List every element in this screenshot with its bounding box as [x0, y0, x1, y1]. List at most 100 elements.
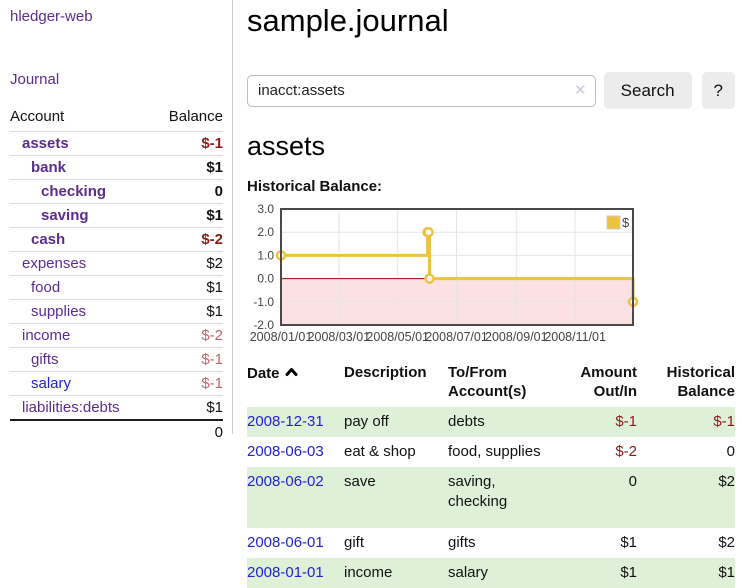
- svg-text:0.0: 0.0: [257, 272, 274, 286]
- register-header-amount: Amount Out/In: [559, 363, 637, 407]
- account-heading: assets: [247, 131, 735, 162]
- register-row: 2008-06-01 gift gifts $1 $2: [247, 528, 735, 558]
- transaction-amount: 0: [559, 467, 637, 528]
- historical-balance-chart: 3.02.01.00.0-1.0-2.02008/01/012008/03/01…: [247, 203, 647, 345]
- accounts-header-balance: Balance: [152, 105, 223, 132]
- accounts-total-spacer: [10, 420, 152, 444]
- accounts-header-row: Account Balance: [10, 105, 223, 132]
- account-link-checking[interactable]: checking: [41, 183, 106, 200]
- help-button[interactable]: ?: [702, 72, 735, 109]
- transaction-balance: $1: [637, 558, 735, 588]
- transaction-accounts: food, supplies: [448, 437, 559, 467]
- transaction-amount: $1: [559, 558, 637, 588]
- register-header-description: Description: [344, 363, 448, 407]
- accounts-table: Account Balance assets $-1 bank $1 check…: [10, 105, 223, 444]
- account-balance: $1: [152, 204, 223, 228]
- account-row-bank: bank $1: [10, 156, 223, 180]
- account-link-liabilities-debts[interactable]: liabilities:debts: [22, 399, 120, 416]
- svg-text:$: $: [622, 215, 630, 230]
- account-link-food[interactable]: food: [31, 279, 60, 296]
- account-balance: $1: [152, 156, 223, 180]
- clear-search-icon[interactable]: ✕: [574, 82, 587, 100]
- register-header-date-label: Date: [247, 365, 280, 382]
- accounts-header-account: Account: [10, 105, 152, 132]
- svg-text:3.0: 3.0: [257, 202, 274, 216]
- account-balance: 0: [152, 180, 223, 204]
- svg-text:-1.0: -1.0: [253, 295, 274, 309]
- transaction-date-link[interactable]: 2008-06-02: [247, 473, 324, 490]
- account-balance: $1: [152, 396, 223, 421]
- sidebar: hledger-web Journal Account Balance asse…: [0, 0, 233, 434]
- account-balance: $-1: [152, 372, 223, 396]
- search-bar: ✕ Search ?: [247, 72, 735, 109]
- account-link-supplies[interactable]: supplies: [31, 303, 86, 320]
- hledger-web-app: hledger-web Journal Account Balance asse…: [0, 0, 742, 582]
- register-row: 2008-06-02 save saving, checking 0 $2: [247, 467, 735, 528]
- register-row: 2008-06-03 eat & shop food, supplies $-2…: [247, 437, 735, 467]
- account-balance: $1: [152, 300, 223, 324]
- account-link-salary[interactable]: salary: [31, 375, 71, 392]
- register-table: Date Description To/From Account(s) Amou…: [247, 363, 735, 588]
- transaction-accounts: debts: [448, 407, 559, 437]
- brand-link[interactable]: hledger-web: [10, 8, 93, 25]
- register-row: 2008-01-01 income salary $1 $1: [247, 558, 735, 588]
- svg-text:2008/07/01: 2008/07/01: [425, 330, 488, 344]
- account-row-assets: assets $-1: [10, 132, 223, 156]
- account-link-assets[interactable]: assets: [22, 135, 69, 152]
- transaction-date-link[interactable]: 2008-06-03: [247, 443, 324, 460]
- account-row-expenses: expenses $2: [10, 252, 223, 276]
- search-input[interactable]: [247, 75, 596, 107]
- account-balance: $-1: [152, 132, 223, 156]
- accounts-total-value: 0: [152, 420, 223, 444]
- transaction-balance: 0: [637, 437, 735, 467]
- account-link-saving[interactable]: saving: [41, 207, 89, 224]
- sort-ascending-icon: [285, 363, 298, 382]
- account-link-income[interactable]: income: [22, 327, 70, 344]
- register-header-accounts: To/From Account(s): [448, 363, 559, 407]
- transaction-description: save: [344, 467, 448, 528]
- account-balance: $-2: [152, 228, 223, 252]
- account-link-gifts[interactable]: gifts: [31, 351, 59, 368]
- account-row-saving: saving $1: [10, 204, 223, 228]
- account-row-liabilities-debts: liabilities:debts $1: [10, 396, 223, 421]
- transaction-description: gift: [344, 528, 448, 558]
- register-header-date[interactable]: Date: [247, 363, 344, 407]
- transaction-balance: $2: [637, 467, 735, 528]
- transaction-date-link[interactable]: 2008-01-01: [247, 564, 324, 581]
- svg-text:2008/09/01: 2008/09/01: [485, 330, 548, 344]
- transaction-description: eat & shop: [344, 437, 448, 467]
- sidebar-nav: Journal: [10, 71, 222, 88]
- transaction-accounts: saving, checking: [448, 467, 559, 528]
- transaction-balance: $2: [637, 528, 735, 558]
- account-balance: $-2: [152, 324, 223, 348]
- account-link-bank[interactable]: bank: [31, 159, 66, 176]
- transaction-date-link[interactable]: 2008-12-31: [247, 413, 324, 430]
- transaction-description: pay off: [344, 407, 448, 437]
- search-button[interactable]: Search: [604, 72, 692, 109]
- search-field-wrap: ✕: [247, 75, 596, 107]
- transaction-balance: $-1: [637, 407, 735, 437]
- brand: hledger-web: [10, 8, 222, 25]
- account-row-cash: cash $-2: [10, 228, 223, 252]
- account-balance: $-1: [152, 348, 223, 372]
- account-link-expenses[interactable]: expenses: [22, 255, 86, 272]
- transaction-accounts: gifts: [448, 528, 559, 558]
- svg-text:2008/05/01: 2008/05/01: [366, 330, 429, 344]
- sidebar-item-journal[interactable]: Journal: [10, 71, 59, 88]
- accounts-total-row: 0: [10, 420, 223, 444]
- chart-title: Historical Balance:: [247, 178, 735, 195]
- account-row-income: income $-2: [10, 324, 223, 348]
- main-content: sample.journal ✕ Search ? assets Histori…: [247, 0, 735, 588]
- account-row-supplies: supplies $1: [10, 300, 223, 324]
- transaction-description: income: [344, 558, 448, 588]
- account-balance: $2: [152, 252, 223, 276]
- page-title: sample.journal: [247, 0, 735, 40]
- transaction-amount: $-1: [559, 407, 637, 437]
- svg-text:2008/03/01: 2008/03/01: [308, 330, 371, 344]
- svg-text:1.0: 1.0: [257, 248, 274, 262]
- account-row-checking: checking 0: [10, 180, 223, 204]
- register-row: 2008-12-31 pay off debts $-1 $-1: [247, 407, 735, 437]
- account-link-cash[interactable]: cash: [31, 231, 65, 248]
- transaction-date-link[interactable]: 2008-06-01: [247, 534, 324, 551]
- transaction-accounts: salary: [448, 558, 559, 588]
